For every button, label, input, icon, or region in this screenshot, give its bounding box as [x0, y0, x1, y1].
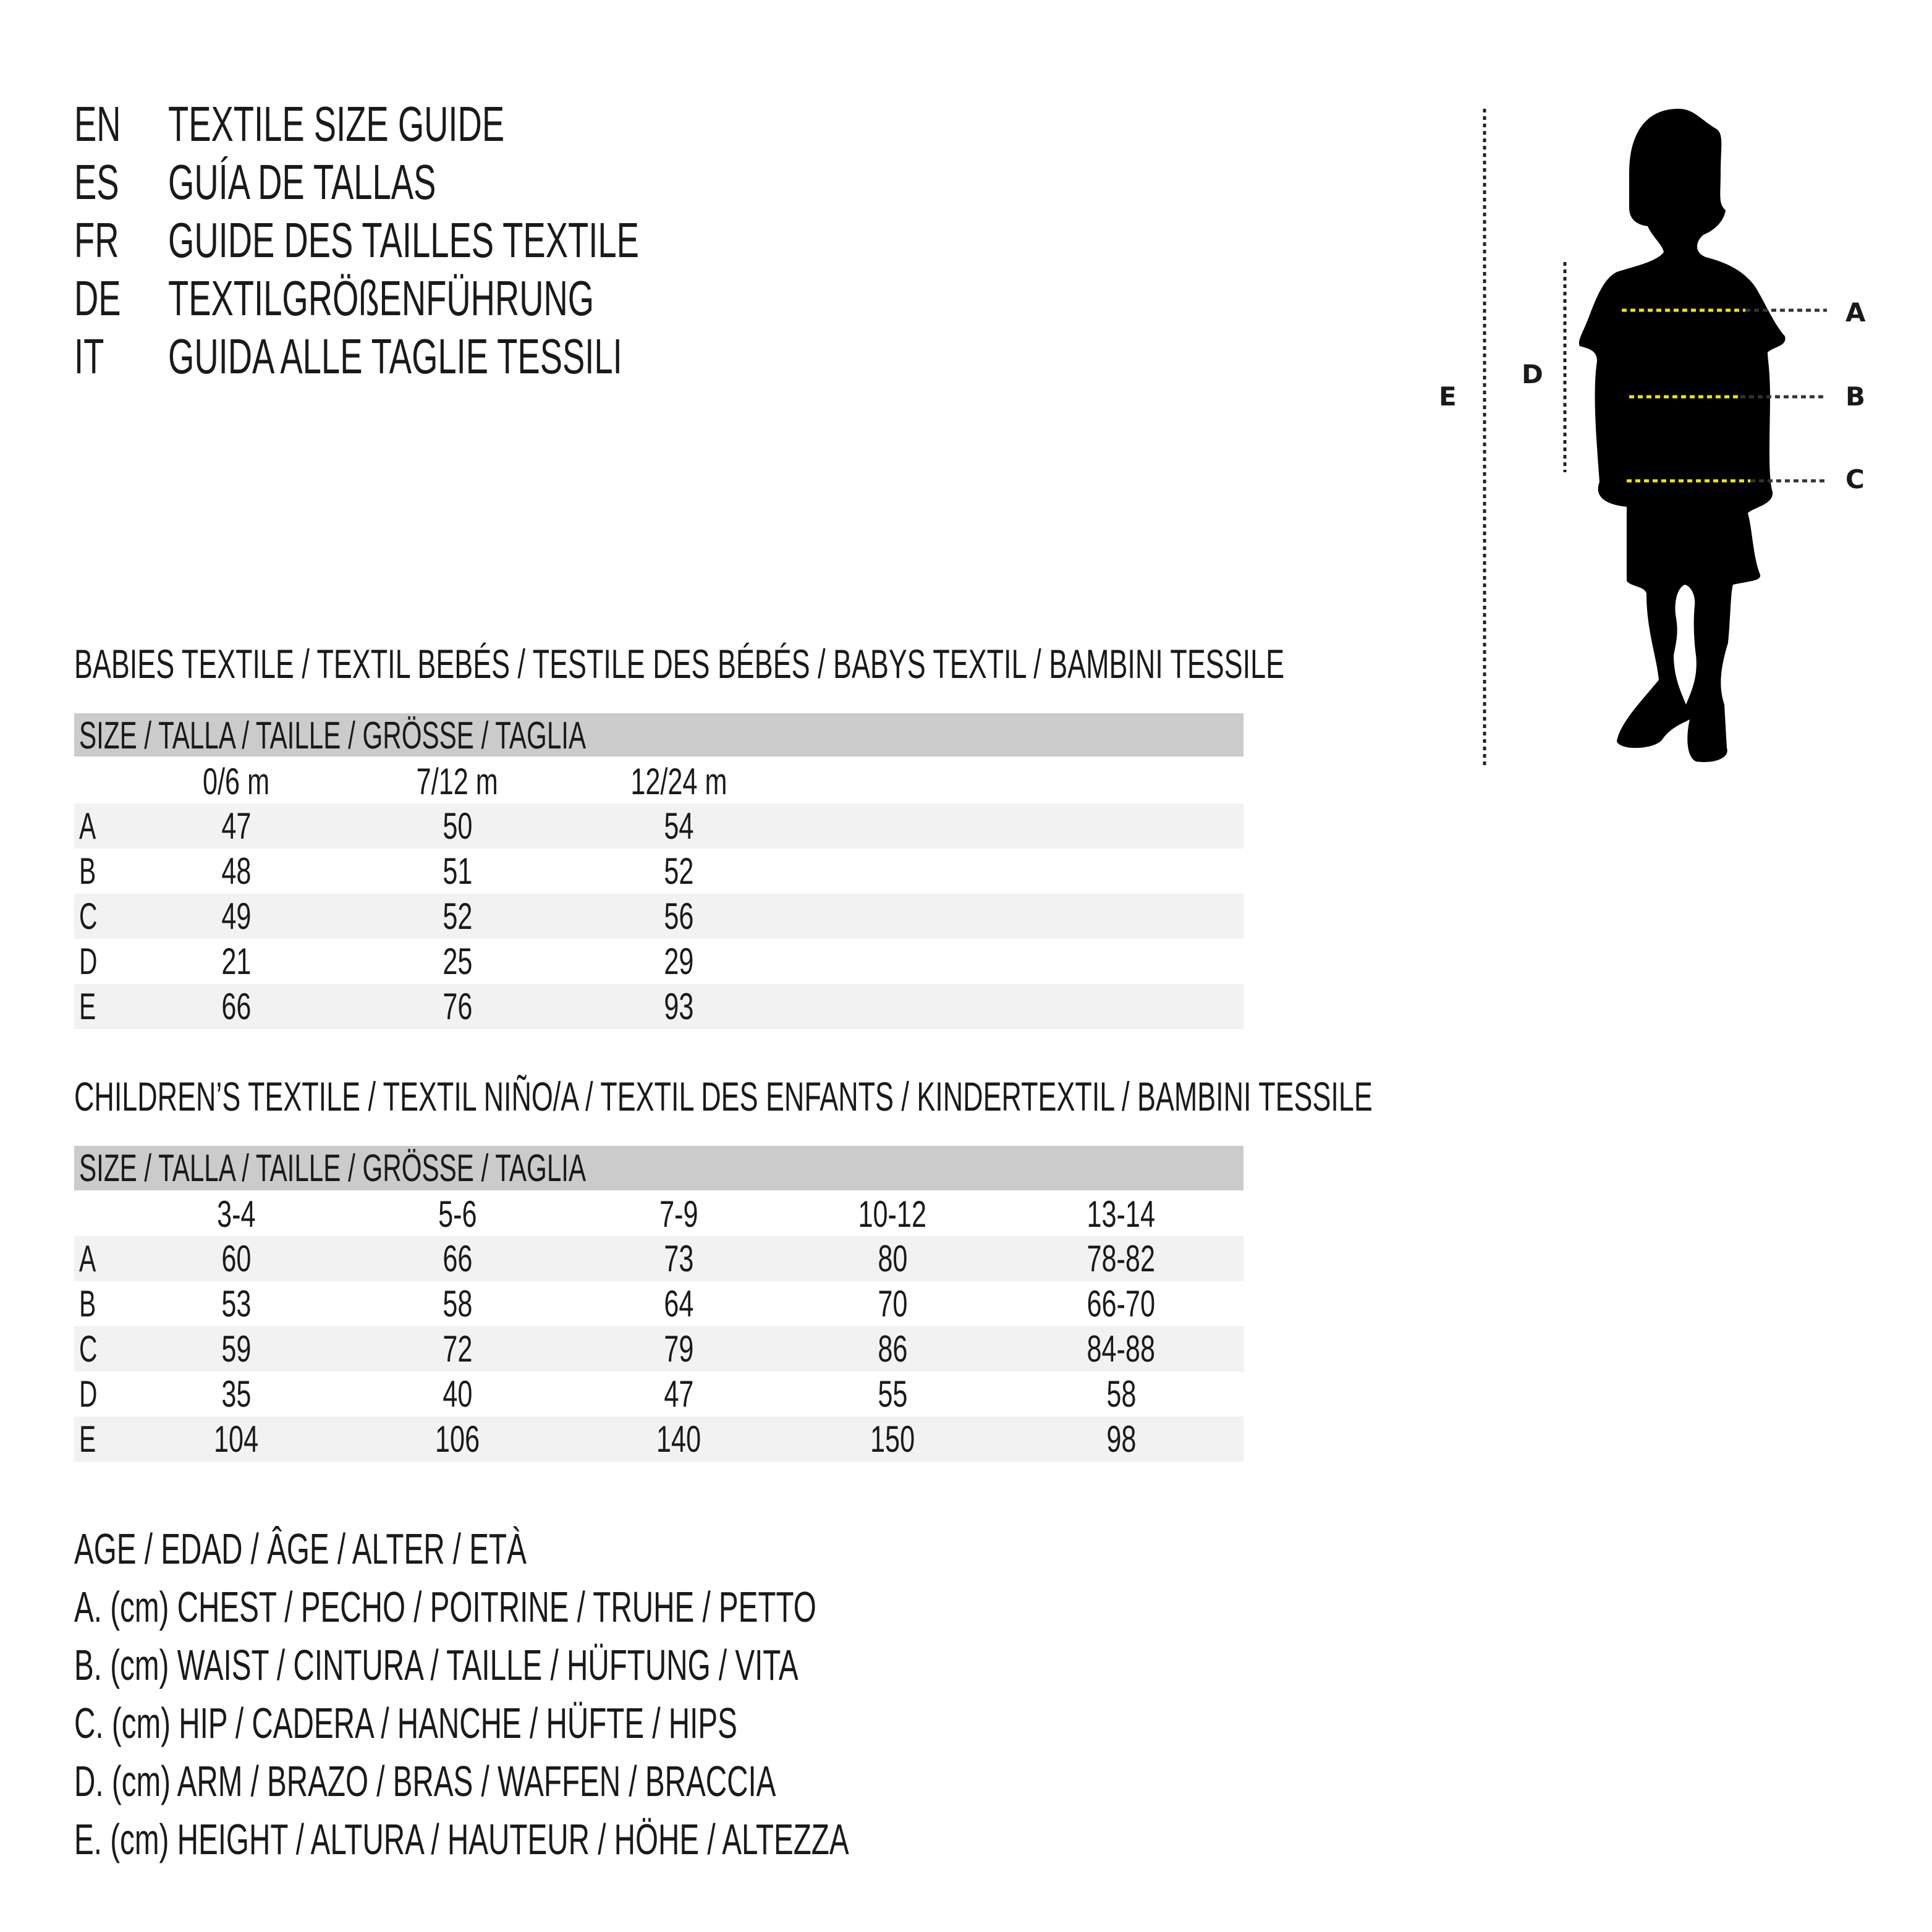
- babies-heading: BABIES TEXTILE / TEXTIL BEBÉS / TESTILE …: [74, 641, 1285, 687]
- row-label: D: [79, 1373, 98, 1415]
- table-cell: 76: [442, 986, 473, 1027]
- title-translation: TEXTILGRÖßENFÜHRUNG: [168, 271, 595, 326]
- table-cell: 29: [663, 941, 694, 982]
- row-label: E: [79, 1418, 96, 1460]
- table-cell: 66: [221, 986, 252, 1027]
- table-cell: 140: [656, 1418, 701, 1460]
- label-d: D: [1522, 359, 1543, 389]
- language-code: EN: [74, 96, 121, 151]
- row-label: A: [79, 805, 96, 847]
- babies-size-bar: SIZE / TALLA / TAILLE / GRÖSSE / TAGLIA: [74, 713, 1244, 757]
- title-translation: GUÍA DE TALLAS: [168, 155, 436, 210]
- column-header: 3-4: [216, 1193, 256, 1235]
- legend-item: B. (cm) WAIST / CINTURA / TAILLE / HÜFTU…: [74, 1641, 799, 1689]
- table-row: C 49 52 56: [74, 894, 1244, 939]
- title-translation: GUIDE DES TAILLES TEXTILE: [168, 213, 639, 268]
- table-row: E 66 76 93: [74, 984, 1244, 1029]
- row-label: C: [79, 1328, 98, 1370]
- table-cell: 78-82: [1087, 1238, 1156, 1279]
- table-cell: 21: [221, 941, 252, 982]
- language-code: ES: [74, 155, 119, 210]
- column-header: 5-6: [438, 1193, 477, 1235]
- table-cell: 80: [877, 1238, 908, 1279]
- table-cell: 48: [221, 850, 252, 892]
- language-code: DE: [74, 271, 121, 326]
- language-code: IT: [74, 329, 104, 384]
- title-translation: TEXTILE SIZE GUIDE: [168, 96, 505, 151]
- row-label: D: [79, 941, 98, 982]
- table-cell: 64: [663, 1283, 694, 1324]
- table-cell: 58: [442, 1283, 473, 1324]
- table-cell: 53: [221, 1283, 252, 1324]
- table-cell: 70: [877, 1283, 908, 1324]
- table-row: C 59 72 79 86 84-88: [74, 1326, 1244, 1371]
- table-row: D 21 25 29: [74, 939, 1244, 984]
- title-translation: GUIDA ALLE TAGLIE TESSILI: [168, 329, 622, 384]
- table-row: B 53 58 64 70 66-70: [74, 1281, 1244, 1326]
- size-label: SIZE / TALLA / TAILLE / GRÖSSE / TAGLIA: [79, 714, 587, 757]
- table-cell: 47: [221, 805, 252, 847]
- row-label: E: [79, 986, 96, 1027]
- table-cell: 58: [1106, 1373, 1137, 1415]
- table-row: A 47 50 54: [74, 803, 1244, 849]
- row-label: A: [79, 1238, 96, 1279]
- label-b: B: [1845, 381, 1865, 412]
- children-heading: CHILDREN’S TEXTILE / TEXTIL NIÑO/A / TEX…: [74, 1074, 1373, 1119]
- table-cell: 25: [442, 941, 473, 982]
- legend-item: E. (cm) HEIGHT / ALTURA / HAUTEUR / HÖHE…: [74, 1815, 849, 1863]
- column-header: 10-12: [858, 1193, 927, 1235]
- table-cell: 104: [213, 1418, 259, 1460]
- table-cell: 49: [221, 896, 252, 937]
- table-cell: 66-70: [1087, 1283, 1156, 1324]
- table-cell: 56: [663, 896, 694, 937]
- children-size-bar: SIZE / TALLA / TAILLE / GRÖSSE / TAGLIA: [74, 1146, 1244, 1190]
- table-row: D 35 40 47 55 58: [74, 1371, 1244, 1417]
- table-cell: 86: [877, 1328, 908, 1370]
- table-cell: 79: [663, 1328, 694, 1370]
- label-e: E: [1439, 381, 1457, 412]
- label-a: A: [1845, 297, 1866, 328]
- table-cell: 59: [221, 1328, 252, 1370]
- table-cell: 47: [663, 1373, 694, 1415]
- table-cell: 54: [663, 805, 694, 847]
- column-header: 12/24 m: [630, 761, 727, 802]
- column-header-row: 3-4 5-6 7-9 10-12 13-14: [74, 1192, 1244, 1237]
- table-cell: 72: [442, 1328, 473, 1370]
- column-header: 13-14: [1087, 1193, 1156, 1235]
- table-row: E 104 106 140 150 98: [74, 1417, 1244, 1462]
- table-cell: 52: [442, 896, 473, 937]
- size-label: SIZE / TALLA / TAILLE / GRÖSSE / TAGLIA: [79, 1147, 587, 1190]
- table-cell: 93: [663, 986, 694, 1027]
- table-row: B 48 51 52: [74, 849, 1244, 894]
- table-cell: 98: [1106, 1418, 1137, 1460]
- column-header: 7/12 m: [416, 761, 499, 802]
- table-cell: 66: [442, 1238, 473, 1279]
- row-label: B: [79, 1283, 96, 1324]
- legend-item: C. (cm) HIP / CADERA / HANCHE / HÜFTE / …: [74, 1699, 737, 1747]
- table-cell: 150: [870, 1418, 915, 1460]
- column-header: 0/6 m: [202, 761, 270, 802]
- table-cell: 50: [442, 805, 473, 847]
- row-label: C: [79, 896, 98, 937]
- table-cell: 55: [877, 1373, 908, 1415]
- table-cell: 40: [442, 1373, 473, 1415]
- table-cell: 51: [442, 850, 473, 892]
- table-cell: 52: [663, 850, 694, 892]
- table-row: A 60 66 73 80 78-82: [74, 1236, 1244, 1281]
- column-header: 7-9: [659, 1193, 698, 1235]
- label-c: C: [1845, 464, 1865, 494]
- table-cell: 73: [663, 1238, 694, 1279]
- legend-item: AGE / EDAD / ÂGE / ALTER / ETÀ: [74, 1525, 527, 1573]
- legend-item: D. (cm) ARM / BRAZO / BRAS / WAFFEN / BR…: [74, 1757, 776, 1805]
- legend-item: A. (cm) CHEST / PECHO / POITRINE / TRUHE…: [74, 1583, 816, 1631]
- table-cell: 106: [434, 1418, 480, 1460]
- table-cell: 84-88: [1087, 1328, 1156, 1370]
- table-cell: 35: [221, 1373, 252, 1415]
- language-code: FR: [74, 213, 119, 268]
- column-header-row: 0/6 m 7/12 m 12/24 m: [74, 759, 1244, 804]
- table-cell: 60: [221, 1238, 252, 1279]
- row-label: B: [79, 850, 96, 892]
